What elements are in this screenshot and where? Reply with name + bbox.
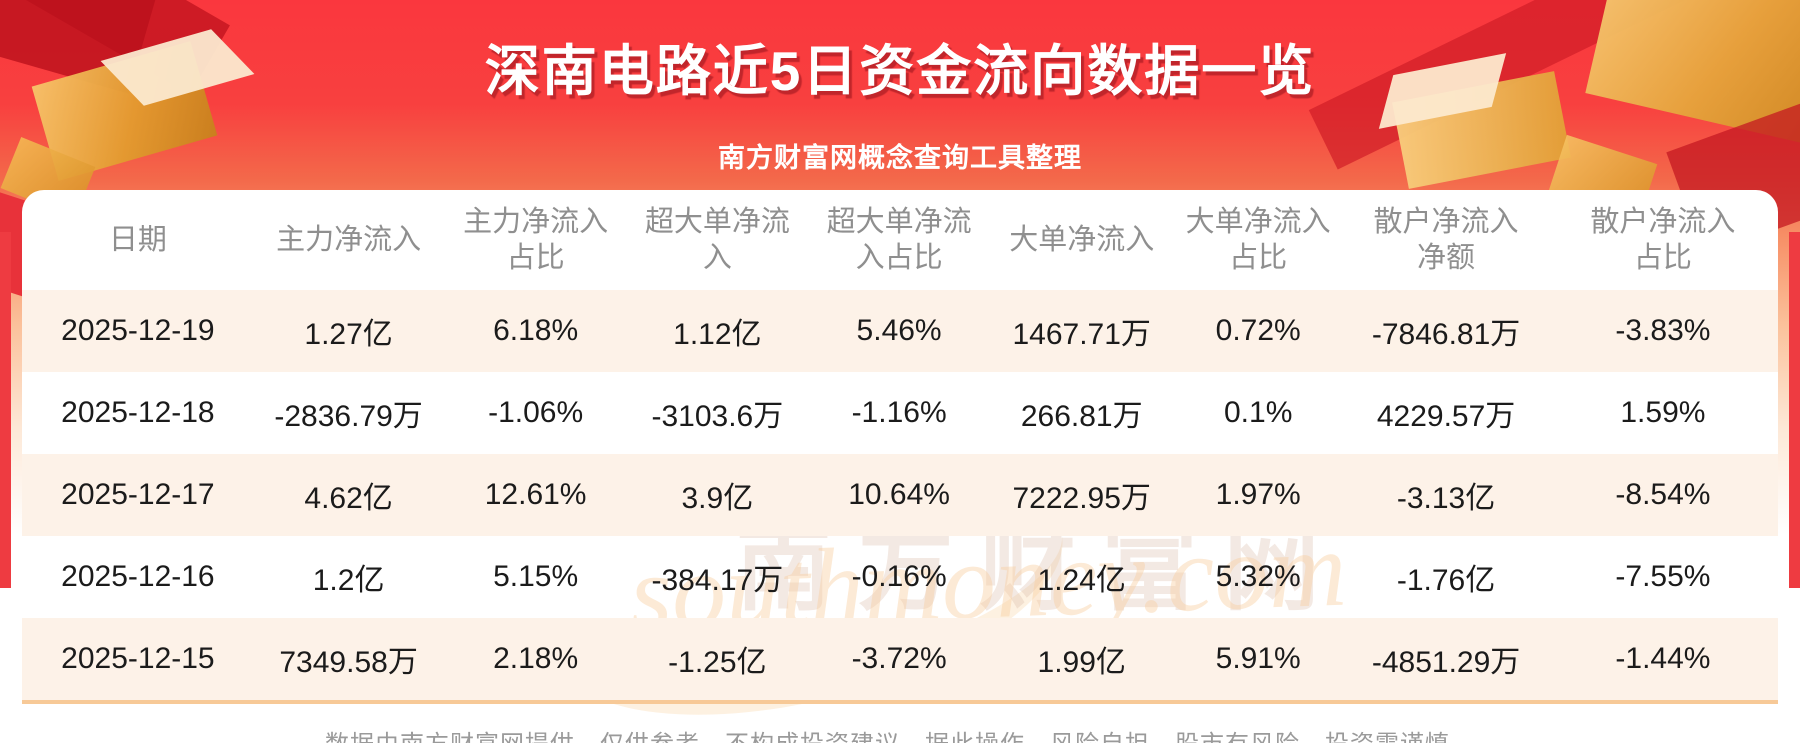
value-cell: 1467.71万 bbox=[1012, 318, 1151, 351]
value-cell: -3.83% bbox=[1615, 314, 1711, 347]
column-header: 大单净流入 占比 bbox=[1185, 205, 1331, 274]
table-body: 2025-12-19 1.27亿 6.18% 1.12亿 5.46% 1467.71万 0.… bbox=[22, 290, 1778, 700]
value-cell: 5.32% bbox=[1215, 560, 1301, 593]
header-banner: 深南电路近5日资金流向数据一览 南方财富网概念查询工具整理 bbox=[0, 0, 1800, 175]
column-header: 主力净流入 占比 bbox=[463, 205, 609, 274]
date-cell: 2025-12-18 bbox=[61, 396, 215, 429]
value-cell: 0.72% bbox=[1215, 314, 1301, 347]
date-cell: 2025-12-17 bbox=[61, 478, 215, 511]
value-cell: -3103.6万 bbox=[651, 400, 784, 433]
value-cell: 5.46% bbox=[856, 314, 942, 347]
value-cell: -384.17万 bbox=[651, 564, 784, 597]
value-cell: -8.54% bbox=[1615, 478, 1711, 511]
column-header: 大单净流入 bbox=[1009, 223, 1155, 256]
value-cell: -1.06% bbox=[488, 396, 584, 429]
value-cell: 5.15% bbox=[493, 560, 579, 593]
table-row: 2025-12-18 -2836.79万 -1.06% -3103.6万 -1.16% 2… bbox=[22, 372, 1778, 454]
fund-flow-table: 日期 主力净流入 主力净流入 占比 超大单净流 入超大单净流 入占比 大单净流入 大单净流… bbox=[22, 190, 1778, 700]
date-cell: 2025-12-19 bbox=[61, 314, 215, 347]
value-cell: 266.81万 bbox=[1020, 400, 1143, 433]
value-cell: 1.59% bbox=[1620, 396, 1706, 429]
value-cell: -0.16% bbox=[851, 560, 947, 593]
value-cell: 7222.95万 bbox=[1012, 482, 1151, 515]
value-cell: -1.76亿 bbox=[1396, 564, 1496, 597]
value-cell: 12.61% bbox=[484, 478, 587, 511]
date-cell: 2025-12-16 bbox=[61, 560, 215, 593]
table-bottom-divider bbox=[22, 700, 1778, 704]
value-cell: 7349.58万 bbox=[279, 646, 418, 679]
value-cell: -3.13亿 bbox=[1396, 482, 1496, 515]
value-cell: 1.97% bbox=[1215, 478, 1301, 511]
table-row: 2025-12-17 4.62亿 12.61% 3.9亿 10.64% 7222.95万 1… bbox=[22, 454, 1778, 536]
column-header: 散户净流入 净额 bbox=[1373, 205, 1519, 274]
value-cell: 1.24亿 bbox=[1037, 564, 1126, 597]
value-cell: 2.18% bbox=[493, 642, 579, 675]
column-header: 日期 bbox=[108, 223, 167, 256]
value-cell: 1.12亿 bbox=[673, 318, 762, 351]
value-cell: -1.44% bbox=[1615, 642, 1711, 675]
page-subtitle: 南方财富网概念查询工具整理 bbox=[718, 143, 1082, 173]
date-cell: 2025-12-15 bbox=[61, 642, 215, 675]
value-cell: -4851.29万 bbox=[1371, 646, 1521, 679]
column-header: 超大单净流 入 bbox=[644, 205, 790, 274]
table-row: 2025-12-15 7349.58万 2.18% -1.25亿 -3.72% 1.99亿… bbox=[22, 618, 1778, 700]
value-cell: 1.2亿 bbox=[312, 564, 385, 597]
left-edge-red-strip bbox=[0, 232, 11, 588]
value-cell: 1.27亿 bbox=[304, 318, 393, 351]
page-title: 深南电路近5日资金流向数据一览 bbox=[484, 40, 1316, 102]
value-cell: 1.99亿 bbox=[1037, 646, 1126, 679]
column-header: 散户净流入 占比 bbox=[1590, 205, 1736, 274]
value-cell: -1.16% bbox=[851, 396, 947, 429]
value-cell: 10.64% bbox=[848, 478, 950, 511]
value-cell: -7.55% bbox=[1615, 560, 1711, 593]
table-row: 2025-12-19 1.27亿 6.18% 1.12亿 5.46% 1467.71万 0.… bbox=[22, 290, 1778, 372]
value-cell: 5.91% bbox=[1215, 642, 1301, 675]
value-cell: 4229.57万 bbox=[1376, 400, 1516, 433]
value-cell: 4.62亿 bbox=[304, 482, 393, 515]
value-cell: 3.9亿 bbox=[681, 482, 754, 515]
value-cell: -1.25亿 bbox=[668, 646, 767, 679]
right-edge-red-strip bbox=[1789, 232, 1800, 588]
value-cell: 0.1% bbox=[1223, 396, 1293, 429]
table-row: 2025-12-16 1.2亿 5.15% -384.17万 -0.16% 1.24亿 5.… bbox=[22, 536, 1778, 618]
column-header: 超大单净流 入占比 bbox=[826, 205, 972, 274]
column-header: 主力净流入 bbox=[276, 223, 422, 256]
value-cell: 6.18% bbox=[493, 314, 579, 347]
disclaimer-text: 数据由南方财富网提供，仅供参考，不构成投资建议，据此操作，风险自担。股市有风险，… bbox=[22, 724, 1778, 743]
value-cell: -3.72% bbox=[851, 642, 947, 675]
data-table-card: 南方财富网 southmoney.com 日期 主力净流入 主力净流入 占比 超大单净… bbox=[22, 190, 1778, 743]
table-header-row: 日期 主力净流入 主力净流入 占比 超大单净流 入超大单净流 入占比 大单净流入 大单净流… bbox=[22, 190, 1778, 290]
value-cell: -7846.81万 bbox=[1371, 318, 1521, 351]
value-cell: -2836.79万 bbox=[274, 400, 423, 433]
